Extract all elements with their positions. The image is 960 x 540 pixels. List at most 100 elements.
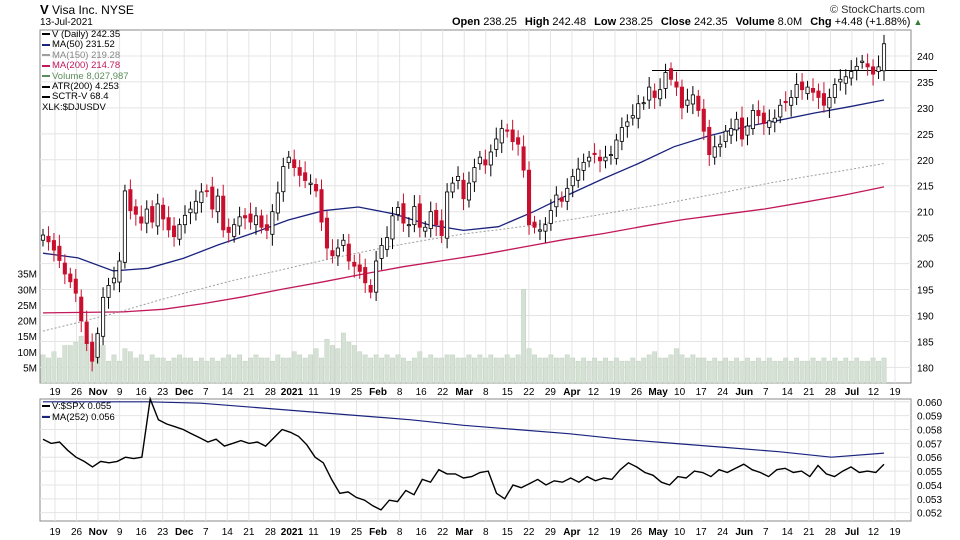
volume-bar xyxy=(614,357,619,384)
candle-body xyxy=(876,66,881,72)
candle-body xyxy=(663,72,668,89)
candle-body xyxy=(832,84,837,98)
candle-body xyxy=(101,296,106,337)
x-tick-label-top: 14 xyxy=(222,387,234,398)
x-tick-label-top: 19 xyxy=(889,387,901,398)
x-tick-label-bottom: Jun xyxy=(735,527,753,538)
legend-item-ma50: MA(50) 231.52 xyxy=(42,40,129,50)
volume-bar xyxy=(138,354,144,384)
volume-bar xyxy=(302,357,308,384)
volume-bar xyxy=(259,357,264,384)
volume-bar xyxy=(603,357,608,384)
price-tick-label: 205 xyxy=(917,234,934,245)
x-tick-label-bottom: 10 xyxy=(674,527,686,538)
chg-value: +4.48 (+1.88%) xyxy=(834,16,911,28)
x-tick-label-bottom: 2021 xyxy=(281,527,304,538)
volume-bar xyxy=(319,357,324,384)
legend-text-ratio_ma: MA(252) 0.056 xyxy=(52,412,115,423)
ratio-legend: V:$SPX 0.055 MA(252) 0.056 xyxy=(42,401,115,423)
candle-body xyxy=(281,166,286,193)
x-tick-label-top: 28 xyxy=(825,387,837,398)
x-tick-label-bottom: 14 xyxy=(222,527,234,538)
volume-bar xyxy=(127,351,133,384)
x-tick-label-bottom: 12 xyxy=(588,527,600,538)
candle-body xyxy=(816,90,821,98)
legend-text-sctr: SCTR-V 68.4 xyxy=(52,91,109,103)
volume-bar xyxy=(411,357,417,384)
candle-body xyxy=(805,86,810,94)
candle-body xyxy=(363,267,368,284)
volume-bar xyxy=(291,351,297,384)
volume-bar xyxy=(668,354,674,384)
candle-body xyxy=(543,224,548,232)
ratio-tick-label: 0.055 xyxy=(917,467,942,478)
volume-bar xyxy=(144,360,150,384)
candle-body xyxy=(385,237,390,250)
candle-body xyxy=(603,156,608,162)
x-tick-label-top: 29 xyxy=(545,387,557,398)
candle-body xyxy=(723,130,728,143)
volume-bar xyxy=(390,357,395,384)
x-tick-label-bottom: 19 xyxy=(889,527,901,538)
candle-body xyxy=(505,129,510,132)
volume-bar xyxy=(444,354,450,384)
candle-body xyxy=(794,84,799,98)
candle-body xyxy=(106,285,111,298)
candle-body xyxy=(587,156,592,162)
candle-body xyxy=(401,203,406,224)
candle-body xyxy=(270,211,275,235)
candle-body xyxy=(221,195,226,231)
x-tick-label-bottom: 11 xyxy=(308,527,319,538)
volume-bar xyxy=(646,354,652,384)
candle-body xyxy=(494,138,499,150)
candle-body xyxy=(341,239,346,246)
x-tick-label-bottom: 19 xyxy=(49,527,61,538)
volume-bar xyxy=(379,357,384,384)
x-tick-label-bottom: May xyxy=(648,527,668,538)
high-value: 242.48 xyxy=(552,16,587,28)
volume-bar xyxy=(832,357,838,384)
candle-body xyxy=(565,187,570,202)
legend-item-price: V (Daily) 242.35 xyxy=(42,29,129,40)
legend-item-ratio: V:$SPX 0.055 xyxy=(42,401,115,412)
candle-body xyxy=(40,234,46,241)
volume-bar xyxy=(859,360,865,384)
candle-body xyxy=(84,321,89,344)
legend-swatch-price xyxy=(42,33,50,36)
candle-body xyxy=(767,120,772,128)
x-tick-label-bottom: 28 xyxy=(825,527,837,538)
price-tick-label: 230 xyxy=(917,104,934,115)
volume-bar xyxy=(231,357,237,384)
x-tick-label-bottom: 29 xyxy=(545,527,557,538)
volume-bar xyxy=(133,357,139,384)
candle-body xyxy=(510,129,515,143)
candle-body xyxy=(800,81,805,91)
x-tick-label-bottom: Dec xyxy=(175,527,194,538)
x-tick-label-bottom: 21 xyxy=(803,527,815,538)
volume-bar xyxy=(597,360,603,384)
candle-body xyxy=(581,161,586,171)
legend-swatch-ma150 xyxy=(42,54,50,57)
x-tick-label-bottom: 21 xyxy=(243,527,255,538)
volume-bar xyxy=(750,360,756,384)
x-tick-label-bottom: Feb xyxy=(369,527,387,538)
candle-body xyxy=(679,86,684,109)
candle-body xyxy=(95,333,100,358)
x-tick-label-top: 21 xyxy=(243,387,255,398)
volume-bar xyxy=(395,354,401,384)
x-tick-label-top: 7 xyxy=(763,387,769,398)
x-tick-label-top: 8 xyxy=(483,387,489,398)
volume-bar xyxy=(821,357,827,384)
price-tick-label: 200 xyxy=(917,260,934,271)
candle-body xyxy=(434,209,439,226)
volume-bar xyxy=(384,354,390,384)
candle-body xyxy=(827,97,832,109)
volume-bar xyxy=(46,357,51,384)
candle-body xyxy=(674,81,679,88)
volume-bar xyxy=(209,357,215,384)
x-tick-label-top: 28 xyxy=(265,387,277,398)
price-tick-label: 185 xyxy=(917,337,934,348)
price-tick-label: 225 xyxy=(917,130,934,141)
chg-up-arrow-icon: ▲ xyxy=(913,17,923,27)
